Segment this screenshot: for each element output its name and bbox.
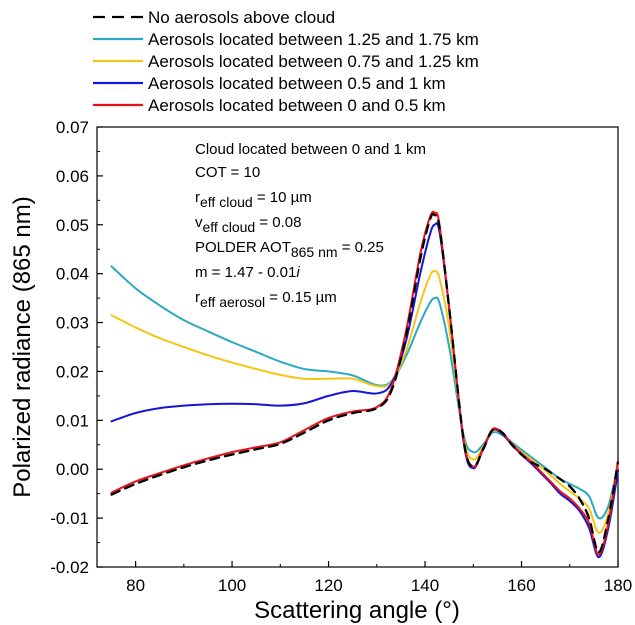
legend-label: Aerosols located between 0.5 and 1 km xyxy=(148,74,446,93)
legend-label: Aerosols located between 0 and 0.5 km xyxy=(148,96,446,115)
series-group xyxy=(110,210,620,559)
y-tick-label: 0.05 xyxy=(56,216,89,235)
x-tick-label: 160 xyxy=(507,576,535,595)
annotation-block: Cloud located between 0 and 1 km COT = 10… xyxy=(195,141,426,310)
y-tick-label: 0.03 xyxy=(56,314,89,333)
annotation-refractive-index: m = 1.47 - 0.01i xyxy=(195,264,300,281)
y-axis-title: Polarized radiance (865 nm) xyxy=(9,196,36,498)
y-axis: -0.02 -0.01 0.00 0.01 0.02 0.03 0.04 0.05 0.06 0.… xyxy=(50,118,103,577)
series-line xyxy=(110,222,619,559)
x-tick-label: 80 xyxy=(126,576,145,595)
y-tick-label: 0.06 xyxy=(56,167,89,186)
x-tick-label: 140 xyxy=(411,576,439,595)
series-line-overlay xyxy=(111,213,620,554)
y-tick-label: -0.01 xyxy=(50,509,89,528)
x-tick-label: 180 xyxy=(604,576,632,595)
series-line xyxy=(110,270,619,534)
annotation-cot: COT = 10 xyxy=(195,164,260,181)
y-tick-label: 0.01 xyxy=(56,411,89,430)
legend-label: No aerosols above cloud xyxy=(148,8,335,27)
annotation-reff-aerosol: reff aerosol = 0.15 µm xyxy=(195,289,337,310)
y-tick-label: 0.02 xyxy=(56,362,89,381)
annotation-polder-aot: POLDER AOT865 nm = 0.25 xyxy=(195,239,384,260)
y-tick-label: 0.04 xyxy=(56,265,89,284)
annotation-cloud-location: Cloud located between 0 and 1 km xyxy=(195,141,426,158)
legend-label: Aerosols located between 1.25 and 1.75 k… xyxy=(148,30,479,49)
x-axis-title: Scattering angle (°) xyxy=(254,597,460,624)
y-tick-label: -0.02 xyxy=(50,558,89,577)
annotation-veff-cloud: veff cloud = 0.08 xyxy=(195,214,301,235)
y-tick-label: 0.00 xyxy=(56,460,89,479)
x-tick-label: 100 xyxy=(218,576,246,595)
x-tick-label: 120 xyxy=(314,576,342,595)
legend: No aerosols above cloud Aerosols located … xyxy=(93,8,479,115)
plot-area xyxy=(96,126,619,568)
y-tick-label: 0.07 xyxy=(56,118,89,137)
x-axis: 80 100 120 140 160 180 xyxy=(126,561,632,595)
legend-label: Aerosols located between 0.75 and 1.25 k… xyxy=(148,52,479,71)
annotation-reff-cloud: reff cloud = 10 µm xyxy=(195,189,312,210)
plot-frame xyxy=(96,126,619,568)
